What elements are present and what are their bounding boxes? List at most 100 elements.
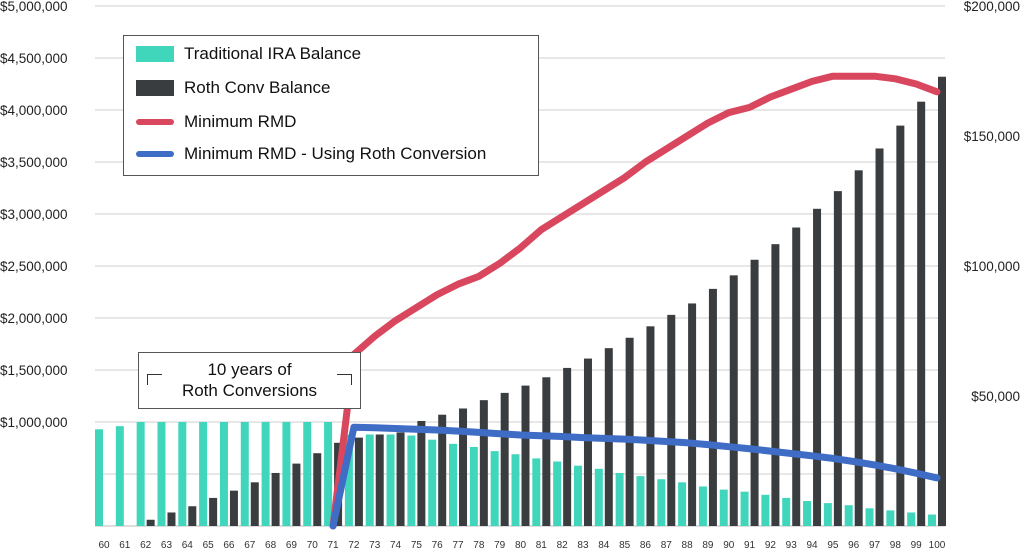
roth-conv-bar — [938, 76, 946, 526]
x-tick-label: 74 — [390, 540, 402, 551]
roth-conv-bar — [750, 259, 759, 526]
traditional-ira-bar — [928, 514, 936, 526]
roth-conv-bar — [375, 434, 384, 526]
roth-conv-bar — [500, 392, 509, 526]
traditional-ira-bar — [199, 422, 208, 526]
traditional-ira-bar — [344, 434, 353, 526]
roth-conv-bar — [625, 337, 634, 526]
roth-conv-bar — [250, 482, 259, 526]
x-tick-label: 77 — [452, 540, 464, 551]
left-tick-label: $5,000,000 — [0, 0, 68, 14]
traditional-ira-bar — [282, 422, 291, 526]
right-tick-label: $150,000 — [964, 129, 1020, 144]
roth-conv-bar — [771, 244, 780, 526]
x-tick-label: 68 — [265, 540, 277, 551]
x-tick-label: 95 — [827, 540, 839, 551]
x-tick-label: 89 — [702, 540, 714, 551]
x-tick-label: 70 — [307, 540, 319, 551]
roth-conv-bar — [646, 326, 655, 526]
traditional-ira-bar — [698, 486, 707, 526]
roth-conv-bar — [188, 506, 197, 526]
x-tick-label: 82 — [557, 540, 569, 551]
x-tick-label: 78 — [473, 540, 485, 551]
traditional-ira-bar — [261, 422, 270, 526]
x-tick-label: 85 — [619, 540, 631, 551]
roth-conv-bar — [292, 463, 301, 526]
roth-conv-bar — [813, 208, 822, 527]
x-tick-label: 73 — [369, 540, 381, 551]
traditional-ira-bar — [657, 479, 666, 526]
legend-label: Minimum RMD - Using Roth Conversion — [184, 144, 487, 163]
traditional-ira-bar — [761, 494, 770, 526]
roth-conversion-annotation: 10 years of Roth Conversions — [138, 352, 361, 409]
roth-conv-bar — [875, 148, 884, 527]
minimum-rmd-line — [329, 72, 941, 530]
traditional-ira-bar — [407, 435, 416, 526]
roth-conv-bar — [833, 191, 842, 526]
roth-conv-bar — [521, 385, 530, 526]
roth-conv-bar — [854, 170, 863, 526]
roth-conv-bar — [792, 227, 801, 526]
roth-conv-bar — [896, 125, 905, 526]
annotation-line-2: Roth Conversions — [181, 381, 318, 400]
x-tick-label: 63 — [161, 540, 173, 551]
x-tick-label: 92 — [765, 540, 777, 551]
traditional-ira-bar — [782, 497, 791, 526]
x-tick-label: 97 — [869, 540, 881, 551]
legend-swatch — [136, 151, 174, 157]
left-tick-label: $2,000,000 — [0, 311, 68, 326]
x-tick-label: 64 — [182, 540, 194, 551]
x-tick-label: 81 — [536, 540, 548, 551]
traditional-ira-bar — [95, 429, 103, 526]
legend-item-minimum-rmd-roth: Minimum RMD - Using Roth Conversion — [136, 144, 486, 164]
legend-label: Minimum RMD — [184, 112, 297, 131]
traditional-ira-bar — [594, 468, 603, 526]
x-tick-label: 94 — [806, 540, 818, 551]
traditional-ira-bar — [615, 472, 624, 526]
legend: Traditional IRA Balance Roth Conv Balanc… — [123, 35, 539, 176]
right-tick-label: $100,000 — [964, 259, 1020, 274]
roth-conv-bar — [354, 437, 363, 526]
x-tick-label: 80 — [515, 540, 527, 551]
traditional-ira-bar — [157, 422, 166, 526]
legend-swatch — [136, 119, 174, 125]
legend-label: Roth Conv Balance — [184, 78, 331, 97]
right-tick-label: $50,000 — [971, 389, 1020, 404]
traditional-ira-bar — [636, 476, 645, 526]
left-tick-label: $3,500,000 — [0, 155, 68, 170]
traditional-ira-bar — [823, 503, 832, 526]
x-tick-label: 98 — [890, 540, 902, 551]
legend-label: Traditional IRA Balance — [184, 44, 362, 63]
legend-swatch — [136, 46, 174, 62]
traditional-ira-bar — [240, 422, 249, 526]
traditional-ira-bar — [469, 446, 478, 526]
traditional-ira-bar — [428, 439, 437, 526]
roth-conv-bar — [167, 512, 176, 526]
roth-conv-bar — [708, 288, 717, 526]
traditional-ira-bar — [719, 489, 728, 526]
roth-conv-bar — [729, 275, 738, 526]
x-tick-label: 76 — [432, 540, 444, 551]
roth-conv-bar — [209, 497, 218, 526]
roth-conv-bar — [459, 408, 468, 526]
roth-conv-bar — [396, 432, 405, 526]
traditional-ira-bar — [386, 434, 395, 526]
x-tick-label: 93 — [786, 540, 798, 551]
x-tick-label: 71 — [328, 540, 340, 551]
roth-conv-bar — [229, 490, 238, 526]
roth-conv-bar — [479, 400, 488, 526]
roth-conv-bar — [146, 519, 155, 526]
x-tick-label: 84 — [598, 540, 610, 551]
legend-swatch — [136, 80, 174, 96]
traditional-ira-bar — [324, 422, 333, 526]
roth-conv-bar — [583, 358, 592, 526]
x-tick-label: 91 — [744, 540, 756, 551]
x-tick-label: 72 — [348, 540, 360, 551]
traditional-ira-bar — [219, 422, 228, 526]
traditional-ira-bar — [844, 505, 853, 526]
traditional-ira-bar — [907, 512, 916, 526]
minimum-rmd-roth-line — [329, 423, 941, 530]
roth-conv-bar — [688, 303, 697, 526]
traditional-ira-bar — [303, 422, 312, 526]
x-tick-label: 62 — [140, 540, 152, 551]
